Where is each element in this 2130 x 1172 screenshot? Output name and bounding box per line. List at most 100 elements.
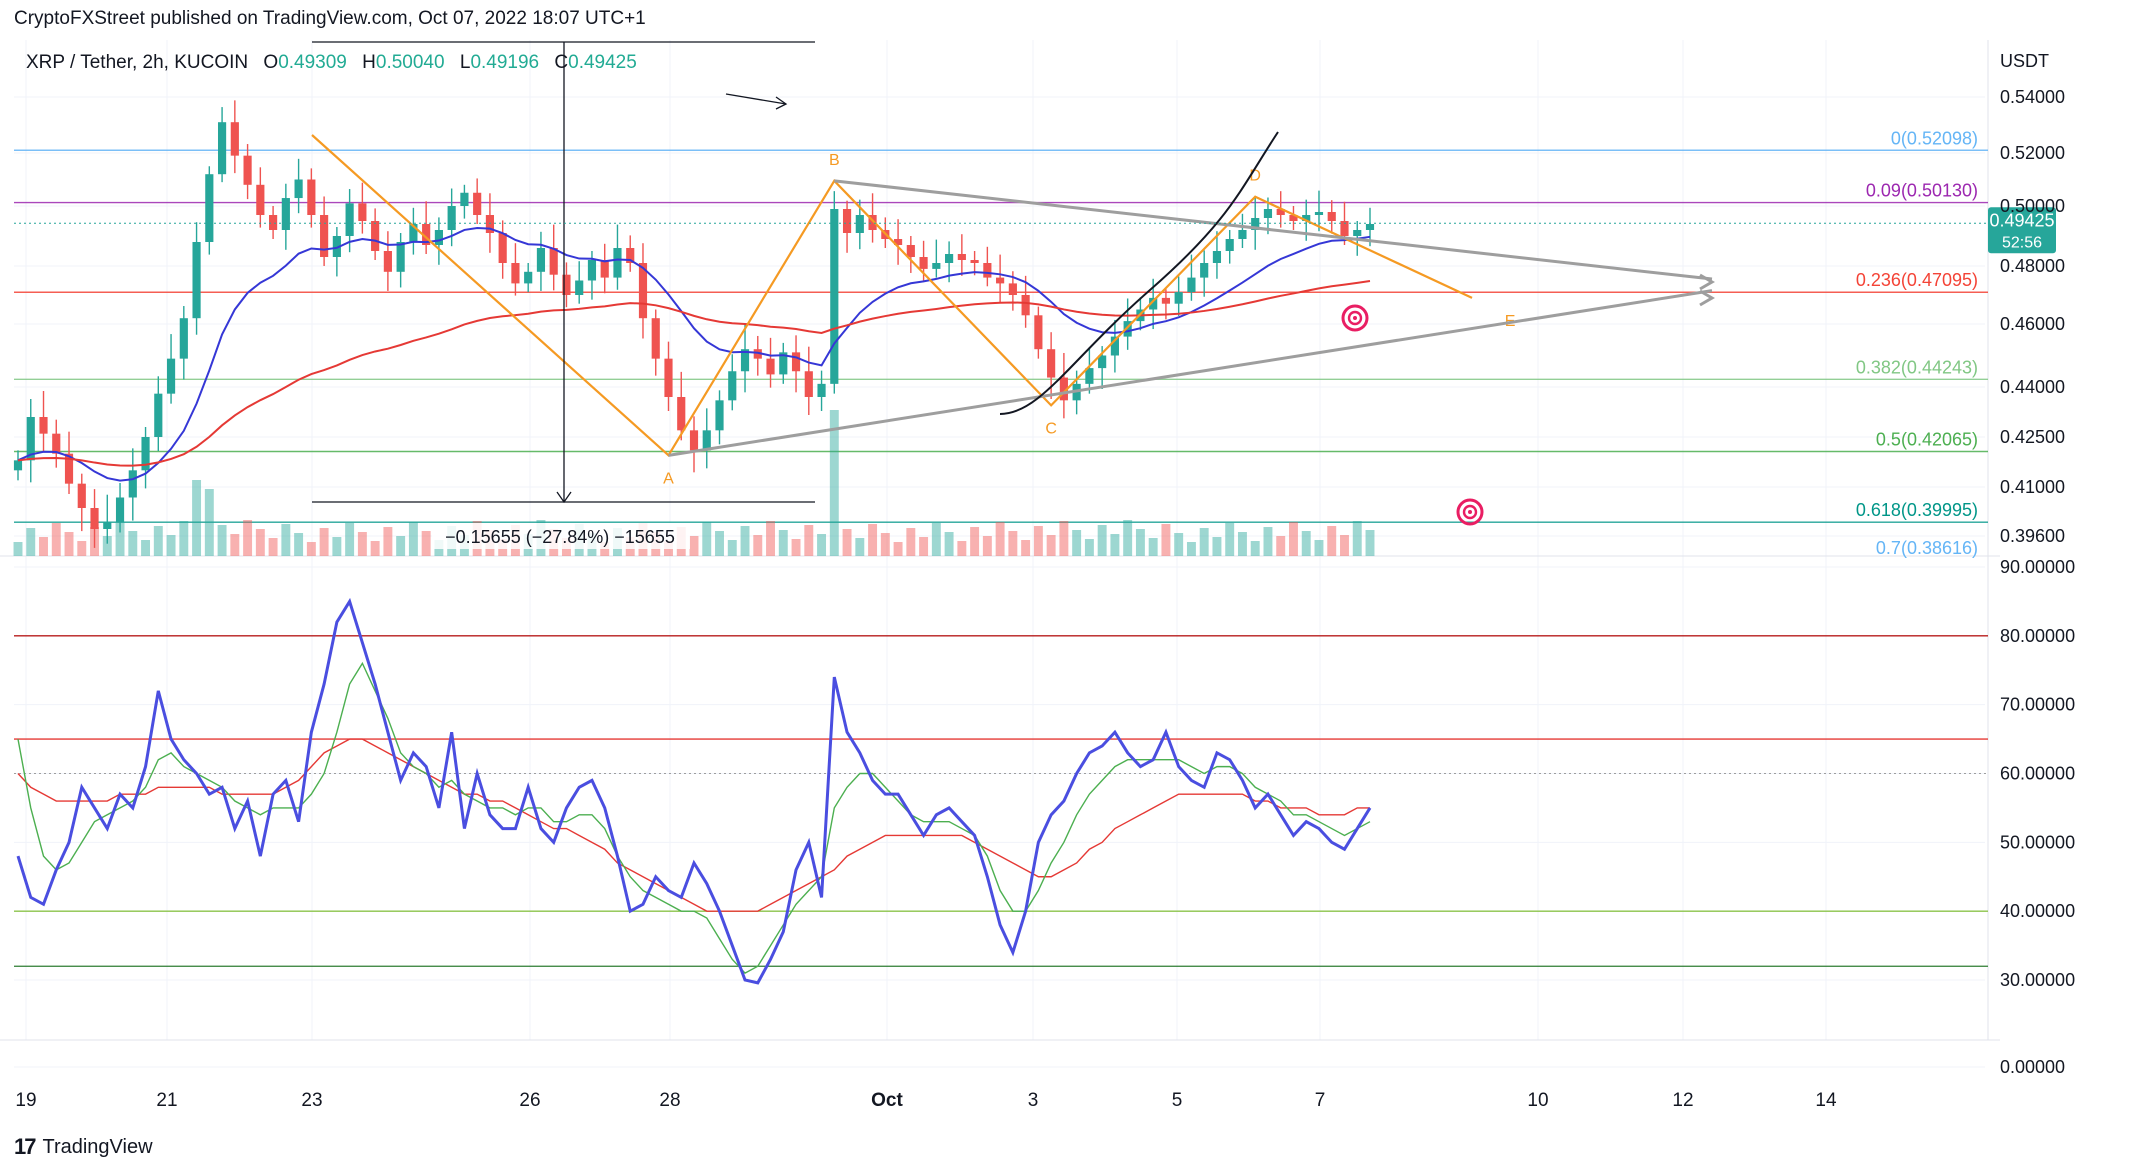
candle-body [1098, 355, 1107, 369]
volume-bar [319, 528, 329, 556]
candle-body [1034, 315, 1043, 350]
candle-body [817, 383, 826, 397]
candle-body [26, 417, 35, 461]
volume-bar [804, 525, 814, 556]
volume-bar [255, 529, 265, 556]
candle-body [996, 277, 1005, 284]
candle-body [893, 239, 903, 245]
volume-bar [51, 523, 61, 556]
candle-body [715, 400, 724, 431]
candle-body [651, 318, 660, 359]
candle-body [1085, 368, 1094, 384]
volume-bar [77, 541, 87, 556]
fib-level-label: 0.382(0.44243) [1856, 357, 1978, 377]
candle-body [638, 263, 648, 319]
candle-body [77, 483, 86, 508]
volume-bar [13, 542, 23, 556]
target-icon-lower [1456, 498, 1484, 526]
volume-bar [26, 528, 36, 556]
time-tick-label: 12 [1672, 1090, 1693, 1111]
candle-body [511, 263, 520, 284]
volume-bar [982, 536, 992, 556]
price-tick-label: 0.52000 [2000, 143, 2065, 163]
time-tick-label: Oct [871, 1090, 903, 1111]
candle-body [702, 430, 711, 451]
volume-bar [1174, 533, 1184, 556]
tradingview-brand[interactable]: 17 TradingView [14, 1134, 153, 1160]
rsi-tick-label: 50.00000 [2000, 832, 2075, 852]
candle-body [447, 206, 456, 230]
volume-bar [778, 530, 788, 556]
volume-bar [1289, 522, 1298, 556]
fib-level-label: 0.7(0.38616) [1876, 538, 1978, 558]
candle-body [1225, 239, 1234, 251]
candle-body [115, 497, 125, 522]
price-tick-label: 0.42500 [2000, 427, 2065, 447]
candle-body [1340, 221, 1349, 236]
candle-body [243, 155, 252, 185]
volume-bar [1008, 531, 1018, 556]
candle-body [154, 393, 163, 437]
symbol-legend: XRP / Tether, 2h, KUCOIN O0.49309 H0.500… [26, 52, 637, 74]
price-tick-label: 0.50000 [2000, 196, 2065, 216]
rsi-ema-line [17, 661, 1371, 974]
candle-body [945, 254, 954, 263]
volume-bar [1021, 540, 1031, 556]
volume-bar [1199, 528, 1209, 556]
fib-retracement: 0(0.52098) 0.09(0.50130) 0.236(0.47095) 0.3… [14, 128, 1988, 558]
candle-body [626, 248, 635, 263]
ohlc-open-value: 0.49309 [278, 52, 347, 73]
candle-body [766, 358, 775, 375]
volume-bar [192, 480, 202, 556]
candle-body [1276, 209, 1285, 215]
volume-bar [919, 537, 929, 556]
volume-bar [766, 521, 775, 556]
candle-body [957, 254, 966, 260]
volume-bar [243, 520, 253, 556]
volume-bar [1225, 523, 1235, 556]
volume-bar [1276, 536, 1286, 556]
candle-body [256, 184, 265, 215]
volume-bar [166, 535, 176, 556]
candle-body [103, 522, 112, 529]
time-tick-label: 14 [1815, 1090, 1837, 1111]
volume-bar [1161, 524, 1171, 556]
measure-tool: −0.15655 (−27.84%) −15655 [312, 41, 815, 549]
target-ring-inner [1462, 504, 1478, 520]
time-tick-label: 3 [1028, 1090, 1039, 1111]
fib-level-label: 0.618(0.39995) [1856, 500, 1978, 520]
candle-body [434, 230, 443, 245]
candle-body [1149, 297, 1158, 310]
volume-bar [179, 521, 189, 556]
candle-body [906, 245, 915, 257]
volume-bar [689, 536, 699, 556]
volume-bar [1340, 535, 1349, 556]
volume-bar [868, 524, 878, 556]
price-tick-label: 0.54000 [2000, 87, 2065, 107]
volume-bars [13, 410, 1375, 556]
candle-body [1289, 215, 1298, 221]
price-tick-label: 0.41000 [2000, 477, 2065, 497]
annotation-arrow-head [775, 96, 788, 110]
volume-bar [1148, 538, 1158, 556]
price-tick-label: 0.46000 [2000, 314, 2065, 334]
volume-bar [294, 533, 304, 556]
rsi-tick-label: 80.00000 [2000, 626, 2075, 646]
candle-body [460, 192, 469, 206]
volume-bar [268, 538, 278, 556]
volume-bar [842, 529, 852, 556]
rsi-tick-label: 40.00000 [2000, 901, 2075, 921]
volume-bar [1046, 535, 1056, 556]
volume-bar [1186, 542, 1196, 556]
candle-body [1161, 297, 1171, 304]
candle-body [983, 263, 992, 278]
candle-body [217, 122, 227, 175]
volume-bar [1097, 525, 1107, 556]
candle-body [830, 209, 839, 384]
volume-bar [141, 540, 151, 556]
candle-body [1187, 277, 1196, 293]
candle-body [1365, 224, 1375, 230]
volume-bar [957, 541, 967, 556]
candle-body [600, 260, 609, 278]
